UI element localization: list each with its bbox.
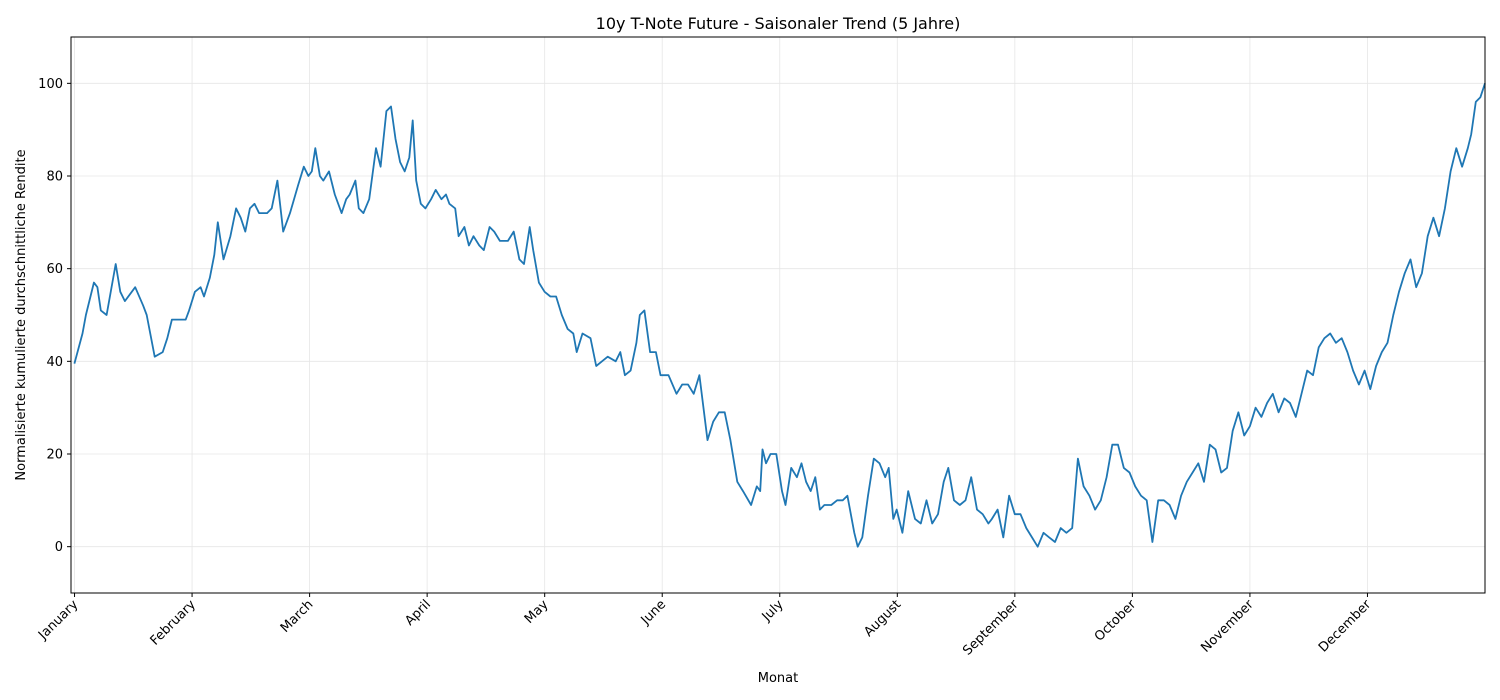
x-axis-title: Monat [758,671,798,686]
data-layer [73,83,1486,548]
y-tick-label: 20 [46,448,63,463]
plot-frame [70,36,1486,594]
y-tick-label: 80 [46,170,63,185]
x-tick-label: January [35,597,81,643]
x-tick-label: February [148,597,200,649]
x-tick-label: May [522,597,552,627]
x-tick-label: June [638,597,669,628]
grid-lines [71,37,1485,593]
x-tick-label: August [861,597,904,640]
axis-ticks: 0 20 40 60 80 100 January February March April May… [35,77,1375,659]
chart-title: 10y T-Note Future - Saisonaler Trend (5 … [596,14,961,33]
x-tick-label: October [1092,597,1140,645]
y-tick-label: 0 [55,540,63,555]
x-tick-label: April [402,597,434,629]
x-tick-label: November [1198,597,1257,656]
y-tick-label: 60 [46,262,63,277]
x-tick-label: September [960,597,1022,659]
x-tick-label: March [278,597,317,636]
series-line [73,83,1486,548]
y-tick-label: 100 [38,77,63,92]
y-tick-label: 40 [46,355,63,370]
x-tick-label: July [759,597,787,625]
x-tick-label: December [1316,597,1375,656]
y-axis-title: Normalisierte kumulierte durchschnittlic… [14,149,29,480]
